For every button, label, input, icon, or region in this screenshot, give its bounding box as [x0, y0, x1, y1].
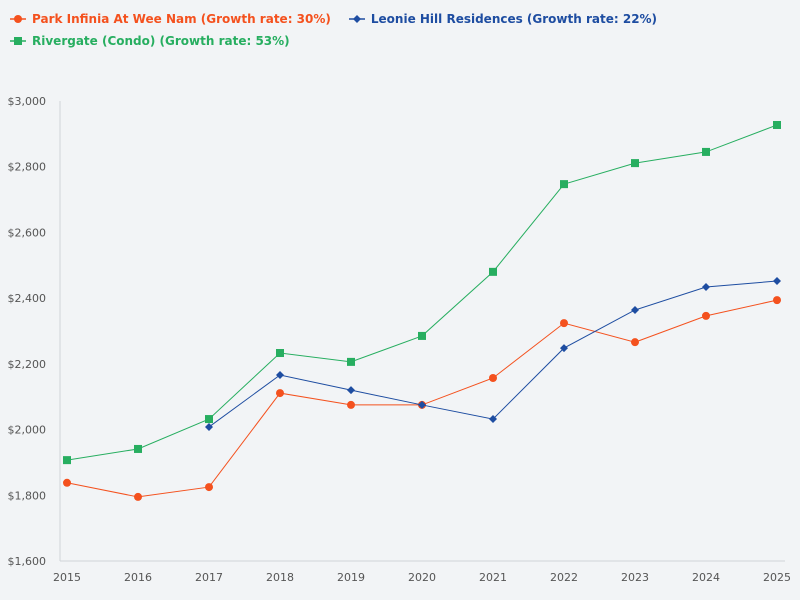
x-tick-label: 2025 [763, 571, 791, 584]
data-point[interactable] [63, 478, 71, 487]
x-tick-label: 2017 [195, 571, 223, 584]
series-line [66, 124, 778, 461]
data-point[interactable] [631, 159, 639, 168]
legend-label: Rivergate (Condo) (Growth rate: 53%) [32, 34, 290, 48]
legend-label: Park Infinia At Wee Nam (Growth rate: 30… [32, 12, 331, 26]
data-point[interactable] [418, 331, 426, 340]
data-point[interactable] [560, 344, 568, 353]
legend-marker[interactable] [14, 37, 22, 45]
x-tick-label: 2018 [266, 571, 294, 584]
legend: Park Infinia At Wee Nam (Growth rate: 30… [10, 8, 790, 52]
data-point[interactable] [702, 147, 710, 156]
legend-diamond-icon [348, 15, 365, 23]
data-point[interactable] [631, 305, 639, 314]
y-tick-label: $1,800 [8, 489, 47, 502]
legend-marker[interactable] [352, 15, 361, 23]
y-tick-label: $2,400 [8, 292, 47, 305]
y-tick-label: $2,200 [8, 358, 47, 371]
series-2 [63, 120, 781, 465]
legend-square-icon [10, 37, 26, 45]
data-point[interactable] [489, 415, 497, 424]
y-tick-label: $1,600 [8, 555, 47, 568]
data-point[interactable] [134, 492, 142, 501]
data-point[interactable] [276, 349, 284, 358]
x-tick-label: 2020 [408, 571, 436, 584]
x-tick-label: 2024 [692, 571, 720, 584]
data-point[interactable] [560, 319, 568, 328]
data-point[interactable] [347, 357, 355, 366]
data-point[interactable] [276, 389, 284, 398]
data-point[interactable] [347, 386, 355, 395]
series-line [208, 280, 778, 428]
x-tick-label: 2016 [124, 571, 152, 584]
x-tick-label: 2021 [479, 571, 507, 584]
y-tick-label: $3,000 [8, 95, 47, 108]
data-point[interactable] [489, 373, 497, 382]
legend-circle-icon [10, 15, 26, 23]
y-tick-label: $2,800 [8, 161, 47, 174]
data-point[interactable] [276, 371, 284, 380]
x-tick-label: 2019 [337, 571, 365, 584]
data-point[interactable] [489, 267, 497, 276]
data-point[interactable] [773, 120, 781, 129]
legend-marker[interactable] [14, 15, 22, 23]
data-point[interactable] [205, 483, 213, 492]
data-point[interactable] [773, 296, 781, 305]
data-point[interactable] [134, 444, 142, 453]
data-point[interactable] [702, 282, 710, 291]
x-tick-label: 2023 [621, 571, 649, 584]
data-point[interactable] [205, 422, 213, 431]
data-point[interactable] [631, 338, 639, 347]
data-point[interactable] [347, 400, 355, 409]
x-tick-label: 2022 [550, 571, 578, 584]
legend-item[interactable]: Park Infinia At Wee Nam (Growth rate: 30… [10, 8, 331, 30]
x-tick-label: 2015 [53, 571, 81, 584]
legend-item[interactable]: Rivergate (Condo) (Growth rate: 53%) [10, 30, 290, 52]
data-point[interactable] [63, 456, 71, 465]
series-1 [205, 277, 781, 431]
data-point[interactable] [418, 400, 426, 409]
data-point[interactable] [205, 415, 213, 424]
legend-item[interactable]: Leonie Hill Residences (Growth rate: 22%… [348, 8, 658, 30]
series-line [66, 299, 778, 498]
series-0 [63, 296, 781, 501]
data-point[interactable] [702, 311, 710, 320]
data-point[interactable] [560, 180, 568, 189]
legend-label: Leonie Hill Residences (Growth rate: 22%… [370, 12, 658, 26]
y-tick-label: $2,000 [8, 424, 47, 437]
data-point[interactable] [773, 277, 781, 286]
y-tick-label: $2,600 [8, 226, 47, 239]
